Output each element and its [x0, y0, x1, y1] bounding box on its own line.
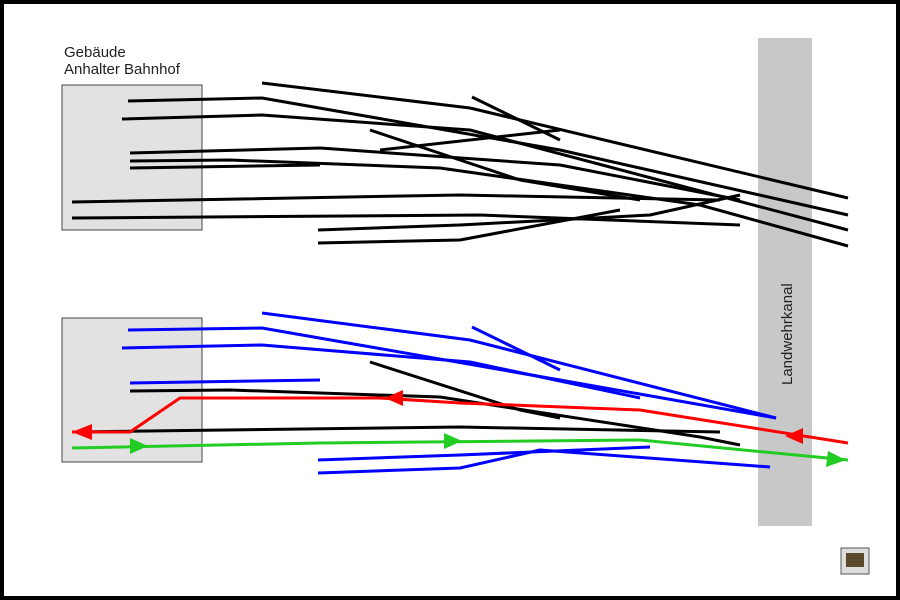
icon: [840, 547, 870, 575]
arrow: [444, 433, 462, 449]
tracks-bottom: [121, 311, 777, 475]
canal-label: Landwehrkanal: [779, 283, 796, 385]
building-top: [61, 84, 203, 231]
arrow: [72, 424, 92, 440]
building-label: Anhalter Bahnhof: [64, 61, 181, 78]
arrow: [826, 451, 846, 467]
arrow: [385, 390, 403, 406]
route-green: [71, 438, 849, 462]
arrow: [130, 438, 148, 454]
route-red: [72, 396, 849, 445]
tracks-top: [71, 81, 849, 248]
canal: [758, 38, 812, 526]
building-label: Gebäude: [64, 44, 126, 61]
tracks-bottom-black: [71, 360, 741, 447]
arrow: [785, 428, 803, 444]
